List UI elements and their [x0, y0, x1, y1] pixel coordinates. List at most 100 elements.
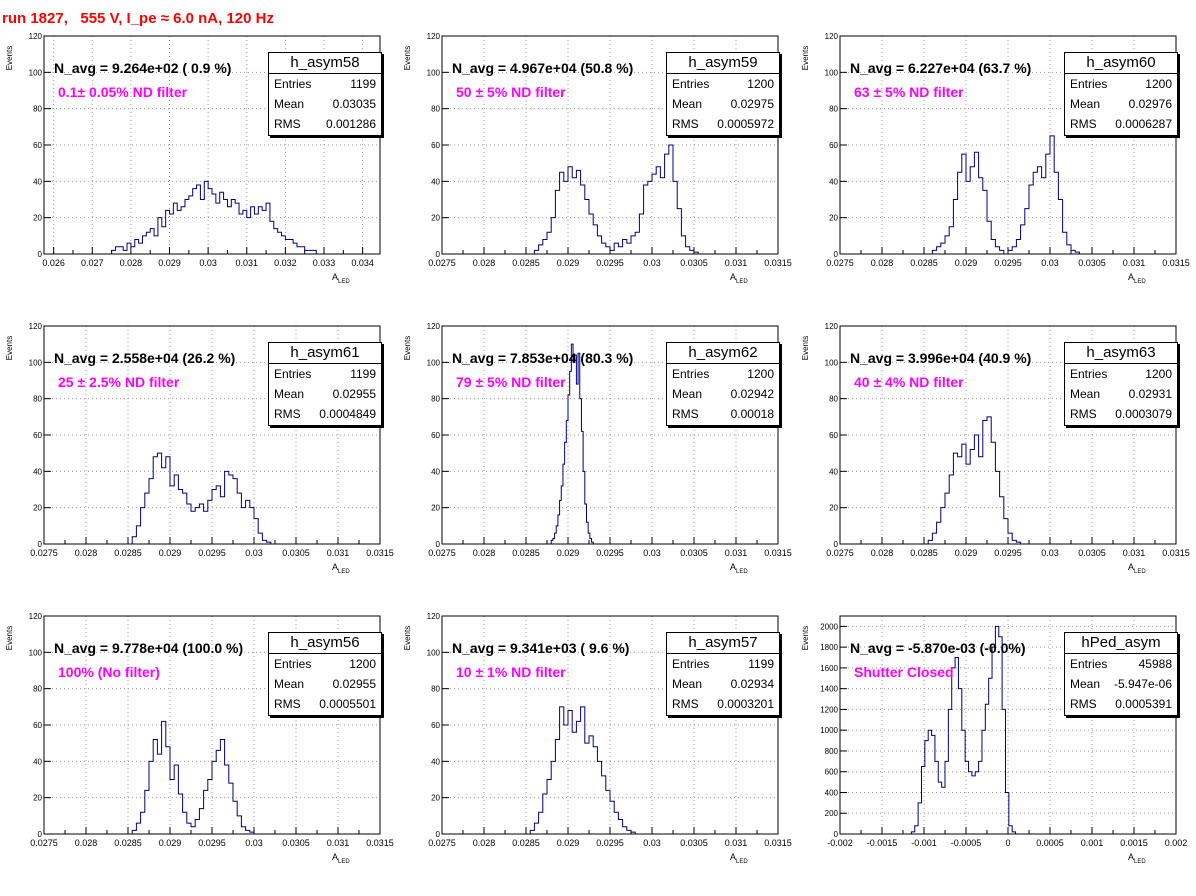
stat-mean-label: Mean: [672, 677, 703, 691]
n-avg-label: N_avg = 9.778e+04 (100.0 %): [54, 640, 244, 656]
x-tick-label: 0.0305: [282, 548, 310, 558]
histogram-panel: 0.0275 0.028 0.0285 0.029 0.0295 0.03 0.0305 0.…: [400, 26, 798, 316]
y-tick-label: 0: [834, 540, 839, 549]
stat-entries-label: Entries: [672, 77, 710, 91]
x-tick-label: 0.03: [643, 838, 661, 848]
x-tick-label: 0.031: [327, 548, 350, 558]
y-tick-label: 40: [33, 177, 42, 186]
histogram-panel: -0.002 -0.0015 -0.001 -0.0005 0 0.0005 0.001 0.…: [798, 606, 1196, 896]
histogram-name: h_asym58: [269, 53, 381, 74]
histogram-plot: 0.0275 0.028 0.0285 0.029 0.0295 0.03 0.0305 0.…: [5, 612, 394, 865]
stat-entries-label: Entries: [274, 367, 312, 381]
y-tick-label: 0: [436, 250, 441, 259]
y-tick-label: 100: [29, 358, 43, 367]
stat-mean-value: 0.02934: [730, 677, 774, 691]
y-tick-label: 100: [825, 358, 839, 367]
stats-box: hPed_asym Entries 45988 Mean -5.947e-06 RMS 0.…: [1064, 632, 1178, 716]
y-tick-label: 40: [829, 177, 838, 186]
stat-mean-label: Mean: [1070, 387, 1101, 401]
x-tick-label: 0.031: [725, 838, 748, 848]
histogram-plot: 0.0275 0.028 0.0285 0.029 0.0295 0.03 0.0305 0.…: [403, 322, 792, 575]
histogram-series: [529, 706, 640, 835]
y-tick-label: 80: [829, 395, 838, 404]
x-tick-label: 0.03: [199, 258, 217, 268]
y-tick-label: 0: [436, 540, 441, 549]
x-tick-label: 0.0275: [428, 548, 456, 558]
x-tick-label: 0.031: [235, 258, 258, 268]
x-tick-label: 0.0285: [114, 838, 142, 848]
stat-rms-label: RMS: [672, 407, 699, 421]
x-tick-label: 0.029: [557, 258, 580, 268]
x-tick-label: 0.0285: [512, 548, 540, 558]
stat-mean-label: Mean: [274, 387, 305, 401]
histogram-name: h_asym57: [667, 633, 779, 654]
stats-box: h_asym58 Entries 1199 Mean 0.03035 RMS 0.00128…: [268, 52, 382, 136]
stat-mean-label: Mean: [274, 97, 305, 111]
histogram-name: h_asym60: [1065, 53, 1177, 74]
x-tick-label: 0.0295: [596, 548, 624, 558]
x-tick-label: 0.001: [1081, 838, 1104, 848]
x-axis-label: ALED: [1128, 852, 1146, 865]
histogram-panel: 0.0275 0.028 0.0285 0.029 0.0295 0.03 0.0305 0.…: [798, 26, 1196, 316]
stat-entries-value: 1199: [350, 77, 376, 91]
histogram-series: [910, 625, 1019, 835]
stat-rms-row: RMS 0.0003201: [667, 694, 779, 714]
x-tick-label: 0.029: [158, 258, 181, 268]
y-axis-label: Events: [5, 336, 14, 360]
histogram-name: h_asym56: [269, 633, 381, 654]
y-tick-label: 1200: [820, 705, 838, 714]
y-tick-label: 60: [431, 141, 440, 150]
y-tick-label: 20: [33, 214, 42, 223]
x-tick-label: -0.002: [827, 838, 853, 848]
stat-mean-row: Mean 0.02955: [269, 384, 381, 404]
stat-mean-value: 0.03035: [332, 97, 376, 111]
x-tick-label: 0: [1005, 838, 1010, 848]
filter-label: 63 ± 5% ND filter: [854, 84, 964, 100]
x-tick-label: 0.027: [81, 258, 104, 268]
y-axis-label: Events: [801, 336, 810, 360]
stat-mean-label: Mean: [672, 387, 703, 401]
stats-box: h_asym59 Entries 1200 Mean 0.02975 RMS 0.00059…: [666, 52, 780, 136]
stat-entries-row: Entries 1199: [269, 364, 381, 384]
stat-mean-row: Mean -5.947e-06: [1065, 674, 1177, 694]
y-tick-label: 100: [427, 358, 441, 367]
y-tick-label: 0: [834, 830, 839, 839]
stat-rms-value: 0.00018: [730, 407, 774, 421]
stat-mean-value: 0.02976: [1128, 97, 1172, 111]
stat-entries-row: Entries 1200: [667, 74, 779, 94]
x-tick-label: 0.0295: [596, 258, 624, 268]
x-tick-label: 0.0305: [282, 838, 310, 848]
x-tick-label: 0.028: [75, 548, 98, 558]
stat-mean-label: Mean: [1070, 677, 1101, 691]
x-tick-label: 0.031: [725, 258, 748, 268]
y-tick-label: 1000: [820, 726, 838, 735]
stat-rms-value: 0.0004849: [319, 407, 376, 421]
histogram-panel: 0.0275 0.028 0.0285 0.029 0.0295 0.03 0.0305 0.…: [400, 316, 798, 606]
x-tick-label: 0.028: [871, 258, 894, 268]
histogram-series: [550, 343, 595, 545]
x-tick-label: 0.0305: [680, 838, 708, 848]
x-tick-label: 0.0305: [1078, 548, 1106, 558]
y-tick-label: 0: [436, 830, 441, 839]
x-axis-label: ALED: [332, 562, 350, 575]
y-tick-label: 800: [825, 747, 839, 756]
stat-entries-label: Entries: [1070, 367, 1108, 381]
y-tick-label: 120: [427, 612, 441, 621]
y-tick-label: 40: [829, 467, 838, 476]
x-tick-label: 0.0275: [30, 838, 58, 848]
stat-entries-row: Entries 45988: [1065, 654, 1177, 674]
x-tick-label: 0.031: [1123, 548, 1146, 558]
x-tick-label: 0.0305: [680, 258, 708, 268]
x-tick-label: 0.0315: [764, 258, 792, 268]
x-tick-label: 0.03: [1041, 548, 1059, 558]
y-axis-label: Events: [801, 46, 810, 70]
y-tick-label: 0: [38, 250, 43, 259]
x-axis-label: ALED: [1128, 562, 1146, 575]
histogram-series: [111, 180, 336, 255]
stat-rms-value: 0.0003201: [717, 697, 774, 711]
filter-label: Shutter Closed: [854, 664, 954, 680]
stat-entries-value: 1200: [1145, 77, 1172, 91]
stat-rms-row: RMS 0.0005391: [1065, 694, 1177, 714]
stats-box: h_asym61 Entries 1199 Mean 0.02955 RMS 0.00048…: [268, 342, 382, 426]
x-tick-label: 0.0295: [994, 258, 1022, 268]
